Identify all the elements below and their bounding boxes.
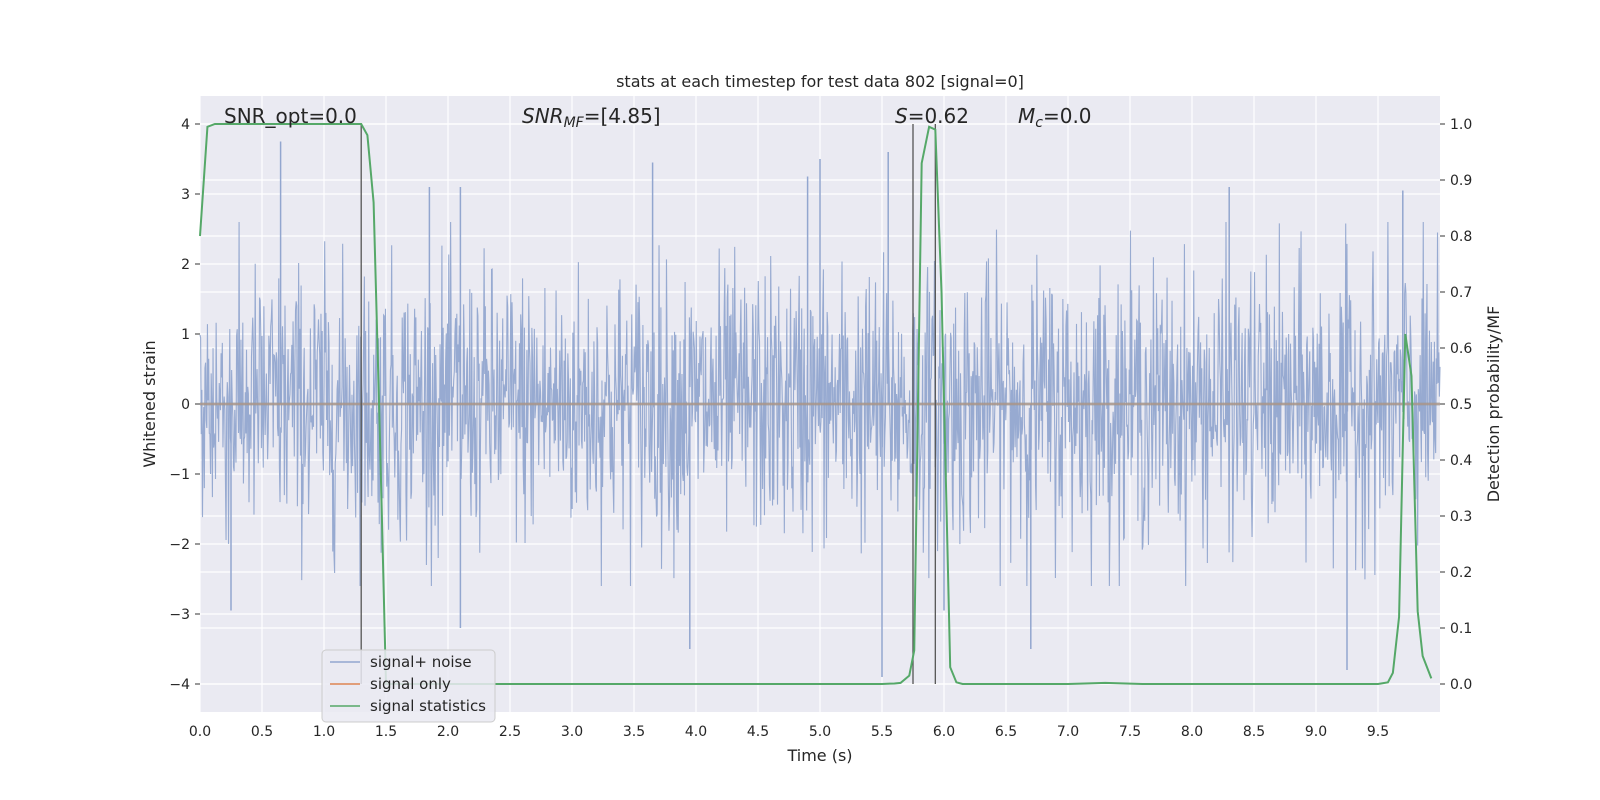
y-axis-right-label: Detection probability/MF bbox=[1484, 306, 1503, 503]
y-left-tick-label: −4 bbox=[169, 677, 190, 693]
signal-statistics-line bbox=[199, 123, 1433, 685]
y-right-tick-label: 0.6 bbox=[1450, 341, 1472, 357]
x-tick-label: 8.0 bbox=[1181, 724, 1203, 740]
legend-label-signal-only: signal only bbox=[370, 675, 451, 693]
y-right-tick-label: 0.1 bbox=[1450, 621, 1472, 637]
s-symbol: S bbox=[895, 104, 908, 128]
x-tick-label: 6.0 bbox=[933, 724, 955, 740]
y-left-tick-label: 2 bbox=[181, 257, 190, 273]
mc-subscript: c bbox=[1035, 115, 1043, 131]
vertical-markers bbox=[360, 124, 936, 684]
annotation-mc: Mc=0.0 bbox=[1018, 104, 1092, 131]
y-left-tick-label: 4 bbox=[181, 117, 190, 133]
annotation-s: S=0.62 bbox=[895, 104, 969, 128]
x-tick-label: 0.5 bbox=[251, 724, 273, 740]
series-signal-statistics bbox=[199, 123, 1433, 685]
x-tick-label: 0.0 bbox=[189, 724, 211, 740]
legend: signal+ noise signal only signal statist… bbox=[321, 649, 496, 723]
x-tick-label: 2.0 bbox=[437, 724, 459, 740]
x-tick-label: 4.5 bbox=[747, 724, 769, 740]
legend-label-signal-statistics: signal statistics bbox=[370, 697, 486, 715]
x-axis-ticks: 0.0 0.5 1.0 1.5 2.0 2.5 3.0 3.5 4.0 4.5 5.0 5.5 6.0 6… bbox=[189, 724, 1389, 740]
y-axis-right-ticks: 1.0 0.9 0.8 0.7 0.6 0.5 0.4 0.3 0.2 0.1 0.0 bbox=[1440, 117, 1472, 693]
y-right-tick-label: 0.2 bbox=[1450, 565, 1472, 581]
snr-mf-value: =[4.85] bbox=[584, 104, 661, 128]
mc-symbol: M bbox=[1018, 104, 1035, 128]
x-tick-label: 4.0 bbox=[685, 724, 707, 740]
annotation-snr-opt: SNR_opt=0.0 bbox=[224, 104, 357, 128]
chart-title: stats at each timestep for test data 802… bbox=[616, 72, 1024, 91]
y-right-tick-label: 0.8 bbox=[1450, 229, 1472, 245]
x-tick-label: 7.0 bbox=[1057, 724, 1079, 740]
y-right-tick-label: 0.4 bbox=[1450, 453, 1472, 469]
x-tick-label: 5.5 bbox=[871, 724, 893, 740]
x-tick-label: 8.5 bbox=[1243, 724, 1265, 740]
y-right-tick-label: 0.5 bbox=[1450, 397, 1472, 413]
y-right-tick-label: 0.0 bbox=[1450, 677, 1472, 693]
mc-value: =0.0 bbox=[1043, 104, 1092, 128]
legend-frame bbox=[321, 649, 496, 723]
y-right-tick-label: 0.9 bbox=[1450, 173, 1472, 189]
s-value: =0.62 bbox=[908, 104, 969, 128]
y-left-tick-label: −2 bbox=[169, 537, 190, 553]
x-tick-label: 2.5 bbox=[499, 724, 521, 740]
snr-mf-symbol: SNR bbox=[522, 104, 564, 128]
x-tick-label: 5.0 bbox=[809, 724, 831, 740]
y-axis-left-ticks: 4 3 2 1 0 −1 −2 −3 −4 bbox=[169, 117, 200, 693]
x-tick-label: 6.5 bbox=[995, 724, 1017, 740]
y-right-tick-label: 0.3 bbox=[1450, 509, 1472, 525]
y-left-tick-label: 0 bbox=[181, 397, 190, 413]
x-tick-label: 9.0 bbox=[1305, 724, 1327, 740]
x-tick-label: 1.5 bbox=[375, 724, 397, 740]
x-tick-label: 3.5 bbox=[623, 724, 645, 740]
x-axis-label: Time (s) bbox=[786, 746, 852, 765]
x-tick-label: 3.0 bbox=[561, 724, 583, 740]
y-right-tick-label: 1.0 bbox=[1450, 117, 1472, 133]
x-tick-label: 1.0 bbox=[313, 724, 335, 740]
legend-label-signal-plus-noise: signal+ noise bbox=[370, 653, 472, 671]
x-tick-label: 9.5 bbox=[1367, 724, 1389, 740]
y-left-tick-label: −1 bbox=[169, 467, 190, 483]
annotation-snr-mf: SNRMF=[4.85] bbox=[522, 104, 661, 131]
snr-mf-subscript: MF bbox=[564, 115, 585, 131]
y-left-tick-label: −3 bbox=[169, 607, 190, 623]
x-tick-label: 7.5 bbox=[1119, 724, 1141, 740]
y-left-tick-label: 3 bbox=[181, 187, 190, 203]
noise-trace bbox=[199, 221, 1441, 587]
y-right-tick-label: 0.7 bbox=[1450, 285, 1472, 301]
y-axis-left-label: Whitened strain bbox=[140, 340, 159, 467]
y-left-tick-label: 1 bbox=[181, 327, 190, 343]
